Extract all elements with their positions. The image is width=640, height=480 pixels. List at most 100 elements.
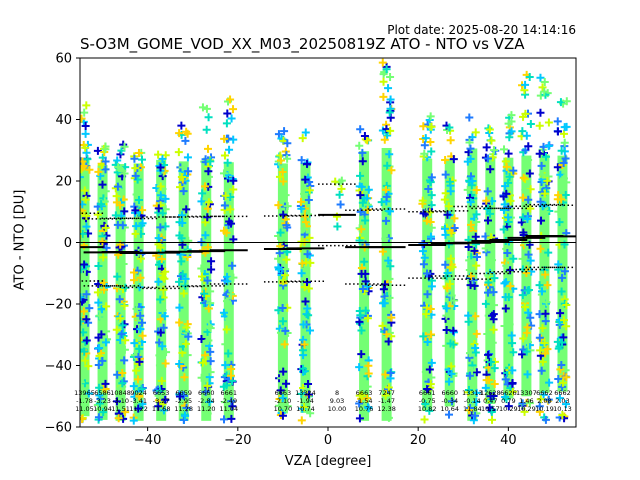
data-point <box>158 154 167 163</box>
data-point <box>135 392 144 401</box>
data-point <box>274 130 283 139</box>
bin-stat-label: 10.19 <box>535 405 554 413</box>
data-point <box>220 201 229 210</box>
data-point <box>508 339 517 348</box>
data-point <box>335 190 344 199</box>
data-point <box>274 201 283 210</box>
data-point <box>518 291 527 300</box>
data-point <box>226 95 235 104</box>
data-point <box>427 147 436 156</box>
data-point <box>200 289 209 298</box>
data-point <box>202 125 211 134</box>
data-point <box>382 216 391 225</box>
data-point <box>159 285 168 294</box>
data-point <box>361 216 370 225</box>
data-point <box>283 402 292 411</box>
data-point <box>421 134 430 143</box>
data-point <box>94 298 103 307</box>
data-point <box>206 157 215 166</box>
data-point <box>113 182 122 191</box>
data-point <box>541 207 550 216</box>
data-point <box>483 154 492 163</box>
data-point <box>299 335 308 344</box>
data-point <box>483 187 492 196</box>
bin-stat-label: -2.95 <box>175 397 192 405</box>
data-point <box>505 172 514 181</box>
data-point <box>206 368 215 377</box>
data-point <box>80 229 87 238</box>
data-point <box>420 415 429 424</box>
data-point <box>486 295 495 304</box>
bin-stat-label: 11.84 <box>463 405 482 413</box>
data-point <box>364 361 373 370</box>
bin-stat-label: 11.04 <box>219 405 238 413</box>
data-point <box>154 402 163 411</box>
data-point <box>427 201 436 210</box>
data-point <box>102 302 111 311</box>
data-point <box>116 314 125 323</box>
data-point <box>426 217 435 226</box>
data-point <box>509 254 518 263</box>
data-point <box>418 196 427 205</box>
data-point <box>524 338 533 347</box>
data-point <box>226 371 235 380</box>
data-point <box>304 380 313 389</box>
data-point <box>501 304 510 313</box>
data-point <box>446 387 455 396</box>
data-point <box>518 350 527 359</box>
bin-group <box>481 124 500 424</box>
data-point <box>130 339 139 348</box>
data-point <box>450 224 459 233</box>
data-point <box>425 365 434 374</box>
bin-band <box>557 155 568 392</box>
bin-group <box>377 58 396 422</box>
data-point <box>543 176 552 185</box>
data-point <box>519 213 528 222</box>
bin-group <box>296 128 315 425</box>
data-point <box>183 153 192 162</box>
data-point <box>178 219 187 228</box>
data-point <box>160 274 169 283</box>
data-point <box>524 142 533 151</box>
data-point <box>445 177 454 186</box>
data-point <box>502 261 511 270</box>
data-point <box>355 224 364 233</box>
data-point <box>562 97 571 106</box>
bin-stat-label: 13313 <box>462 389 483 397</box>
data-point <box>157 255 166 264</box>
data-point <box>501 375 510 384</box>
data-point <box>468 366 477 375</box>
data-point <box>300 283 309 292</box>
data-point <box>441 189 450 198</box>
data-point <box>562 178 571 187</box>
data-point <box>553 127 562 136</box>
data-point <box>466 281 475 290</box>
data-point <box>197 272 206 281</box>
data-point <box>355 399 364 408</box>
data-point <box>175 360 184 369</box>
data-point <box>225 145 234 154</box>
data-point <box>504 149 513 158</box>
data-point <box>490 364 499 373</box>
data-point <box>557 287 566 296</box>
data-point <box>487 136 496 145</box>
data-point <box>424 185 433 194</box>
data-point <box>131 206 140 215</box>
data-point <box>203 204 212 213</box>
data-point <box>504 213 513 222</box>
data-point <box>80 307 88 316</box>
data-point <box>355 141 364 150</box>
data-point <box>364 185 373 194</box>
bin-stat-label: -3.41 <box>130 397 147 405</box>
data-point <box>281 191 290 200</box>
data-point <box>465 371 474 380</box>
data-point <box>228 261 237 270</box>
data-point <box>82 336 91 345</box>
data-point <box>121 336 130 345</box>
data-point <box>443 284 452 293</box>
data-point <box>278 317 287 326</box>
bin-stat-label: 6662 <box>554 389 571 397</box>
bin-stat-label: 6659 <box>175 389 192 397</box>
bin-stat-label: 10.82 <box>418 405 437 413</box>
data-point <box>360 131 369 140</box>
